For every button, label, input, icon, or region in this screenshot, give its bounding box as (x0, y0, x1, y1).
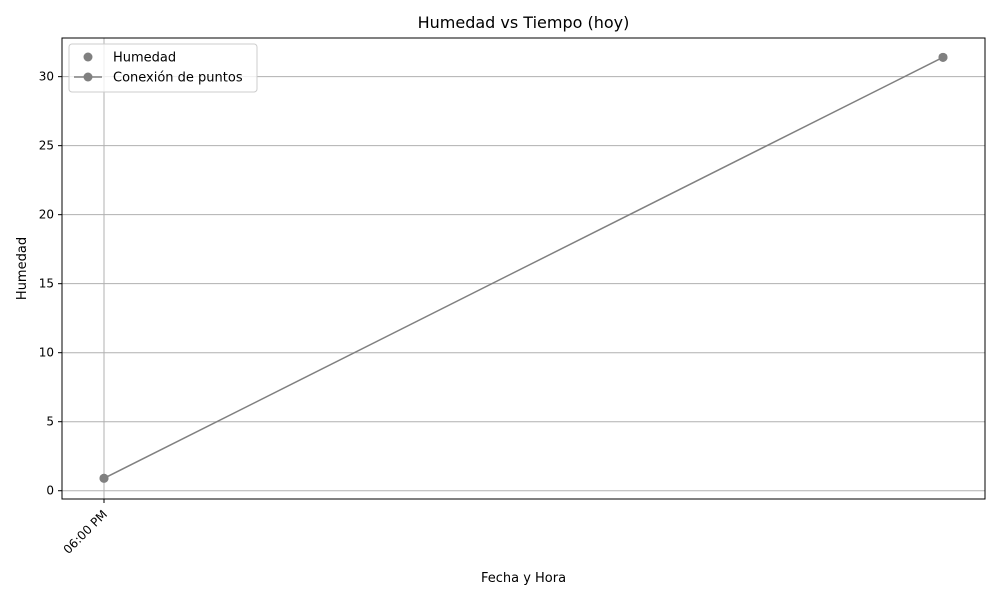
chart-title: Humedad vs Tiempo (hoy) (418, 13, 630, 32)
y-tick-label: 5 (46, 415, 54, 429)
series-points (99, 52, 948, 483)
y-axis-title: Humedad (15, 237, 30, 300)
y-tick-label: 25 (39, 139, 54, 153)
series-line-conexion (103, 56, 944, 479)
y-tick-label: 20 (39, 208, 54, 222)
legend-marker-humedad (83, 52, 93, 62)
line-marker-point (99, 473, 109, 483)
y-tick-label: 15 (39, 277, 54, 291)
plot-frame (61, 37, 986, 500)
y-tick-label: 10 (39, 346, 54, 360)
line-marker-point (938, 52, 948, 62)
legend-marker-conexion (83, 72, 93, 82)
legend: Humedad Conexión de puntos (68, 43, 258, 93)
legend-label-humedad: Humedad (113, 51, 176, 66)
series-lines (103, 56, 944, 479)
y-tick-label: 30 (39, 70, 54, 84)
legend-label-conexion: Conexión de puntos (113, 71, 243, 86)
legend-box (68, 43, 258, 93)
x-axis-title: Fecha y Hora (481, 571, 566, 586)
y-tick-label: 0 (46, 484, 54, 498)
